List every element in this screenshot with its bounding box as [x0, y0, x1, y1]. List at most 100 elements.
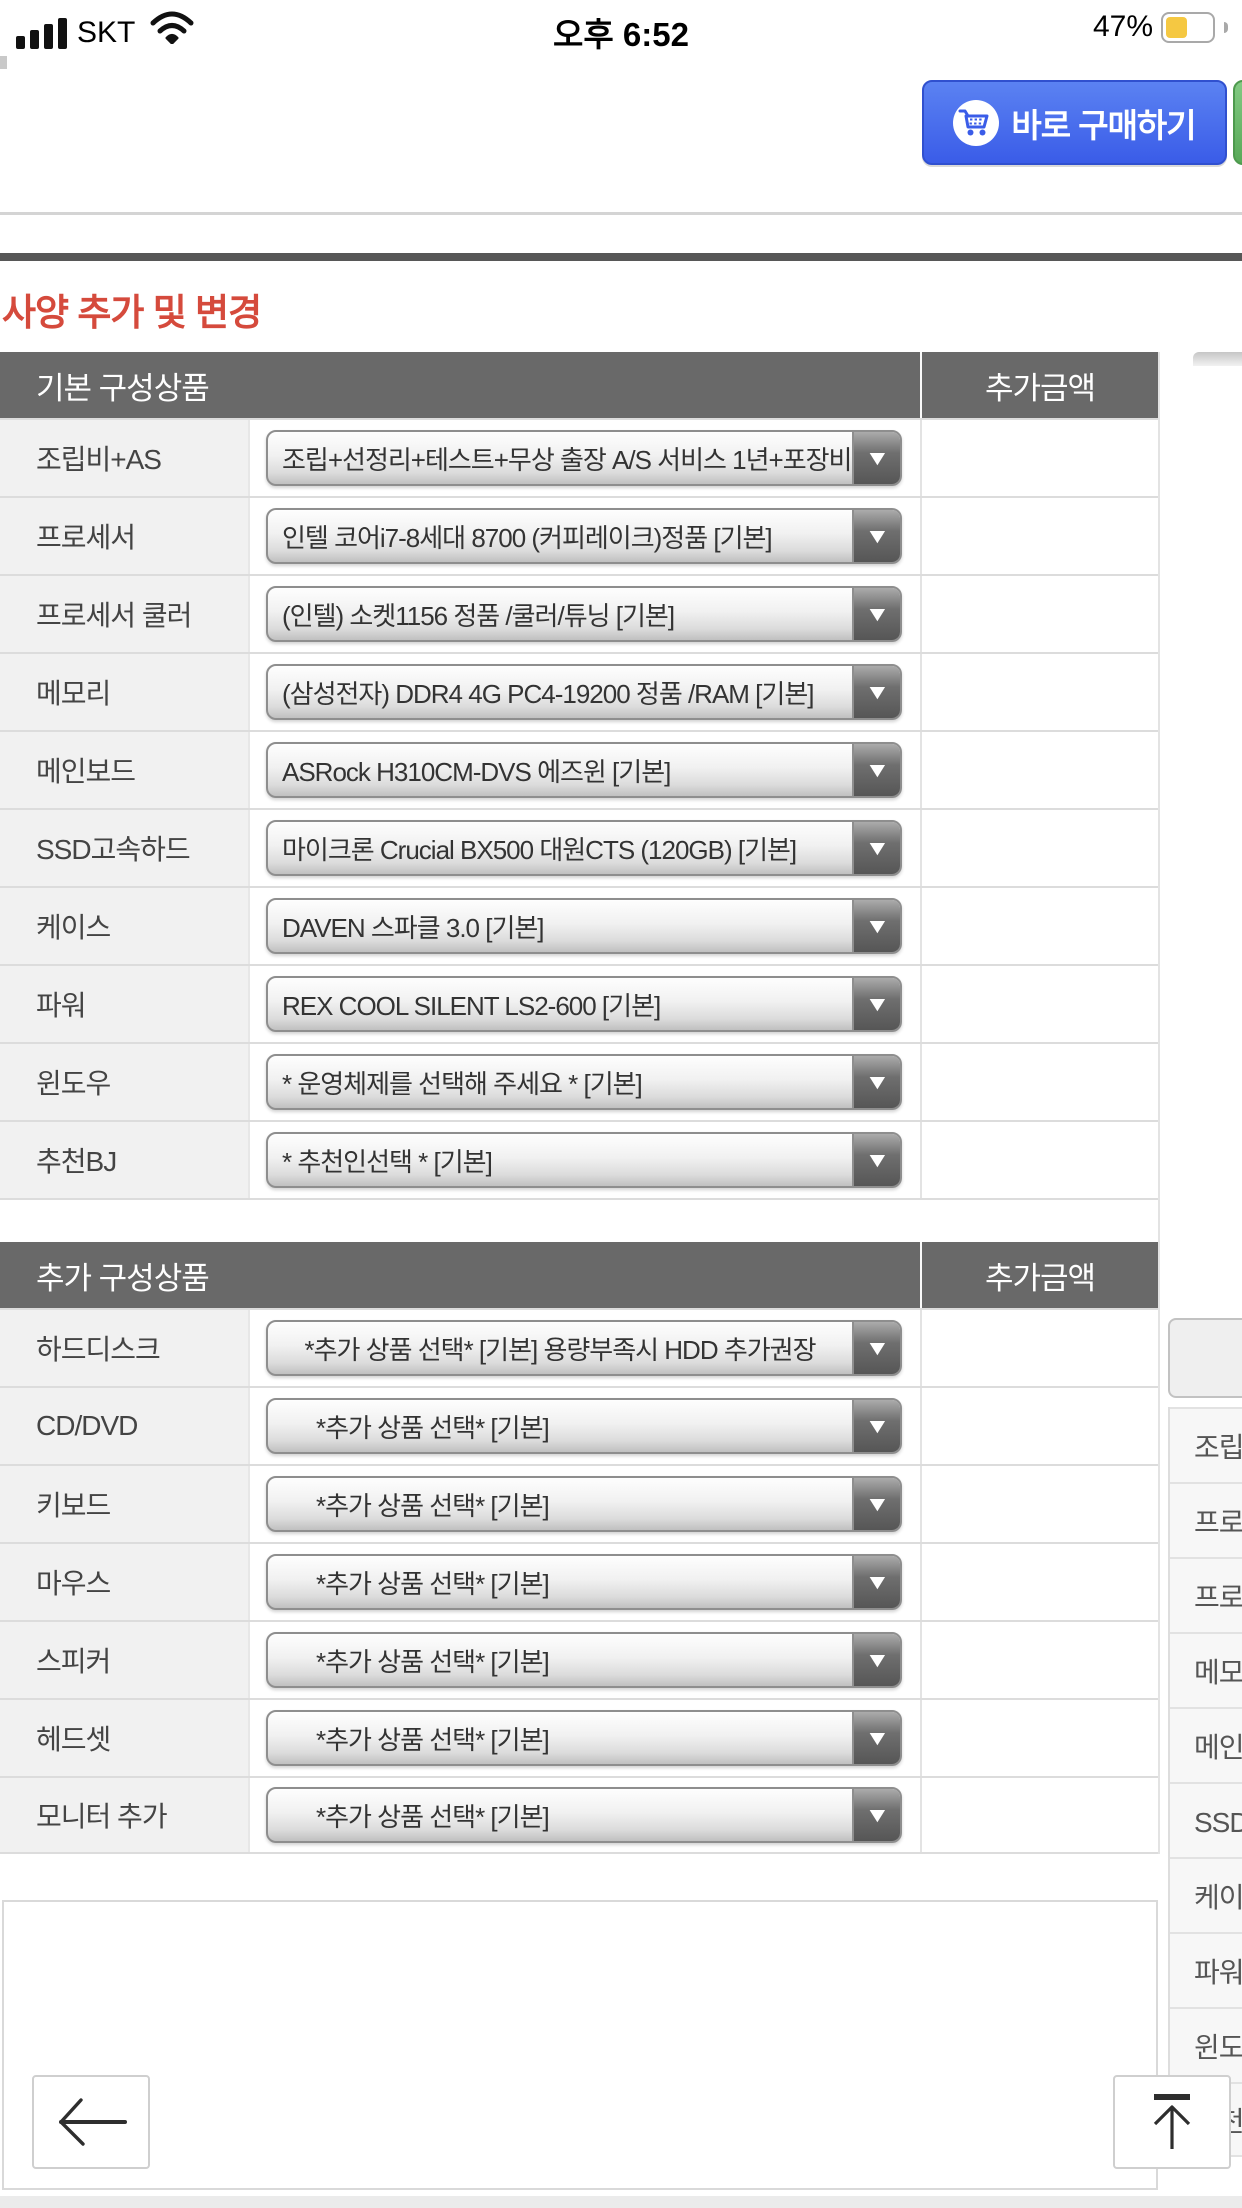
- dropdown-arrow-icon: ▼: [852, 744, 900, 796]
- price-cell: [920, 1778, 1158, 1852]
- price-cell: [920, 1310, 1158, 1386]
- table-row: 추천BJ * 추천인선택 * [기본] ▼: [0, 1120, 1158, 1198]
- table-row: 케이스 DAVEN 스파클 3.0 [기본] ▼: [0, 886, 1158, 964]
- price-cell: [920, 966, 1158, 1042]
- dropdown-arrow-icon: ▼: [852, 1634, 900, 1686]
- mainboard-select[interactable]: ASRock H310CM-DVS 에즈윈 [기본] ▼: [266, 742, 902, 798]
- price-cell: [920, 732, 1158, 808]
- clock: 오후 6:52: [553, 16, 689, 53]
- memory-select[interactable]: (삼성전자) DDR4 4G PC4-19200 정품 /RAM [기본] ▼: [266, 664, 902, 720]
- price-cell: [920, 1388, 1158, 1464]
- status-bar: SKT 오후 6:52 47%: [0, 0, 1242, 54]
- cell-signal-icon: [16, 17, 67, 49]
- row-label: CD/DVD: [0, 1388, 250, 1464]
- dropdown-arrow-icon: ▼: [852, 1056, 900, 1108]
- hdd-select[interactable]: *추가 상품 선택* [기본] 용량부족시 HDD 추가권장 ▼: [266, 1320, 902, 1376]
- row-label: SSD고속하드: [0, 810, 250, 886]
- row-label: 메인보드: [0, 732, 250, 808]
- case-select[interactable]: DAVEN 스파클 3.0 [기본] ▼: [266, 898, 902, 954]
- table-gap: [0, 1198, 1158, 1242]
- table-row: 파워 REX COOL SILENT LS2-600 [기본] ▼: [0, 964, 1158, 1042]
- price-cell: [920, 1622, 1158, 1698]
- dropdown-arrow-icon: ▼: [852, 1478, 900, 1530]
- bottom-strip: [0, 2196, 1242, 2208]
- page-title: 사양 추가 및 변경: [2, 292, 262, 333]
- dropdown-arrow-icon: ▼: [852, 666, 900, 718]
- table-row: 스피커 *추가 상품 선택* [기본] ▼: [0, 1620, 1158, 1698]
- battery-icon: [1161, 11, 1215, 43]
- table-row: SSD고속하드 마이크론 Crucial BX500 대원CTS (120GB)…: [0, 808, 1158, 886]
- row-label: 추천BJ: [0, 1122, 250, 1198]
- empty-content-box: [2, 1900, 1158, 2190]
- table-row: CD/DVD *추가 상품 선택* [기본] ▼: [0, 1386, 1158, 1464]
- table-row: 마우스 *추가 상품 선택* [기본] ▼: [0, 1542, 1158, 1620]
- price-cell: [920, 498, 1158, 574]
- speaker-select[interactable]: *추가 상품 선택* [기본] ▼: [266, 1632, 902, 1688]
- row-label: 스피커: [0, 1622, 250, 1698]
- power-select[interactable]: REX COOL SILENT LS2-600 [기본] ▼: [266, 976, 902, 1032]
- row-label: 프로세: [1170, 1557, 1242, 1632]
- row-label: 케이스: [0, 888, 250, 964]
- monitor-select[interactable]: *추가 상품 선택* [기본] ▼: [266, 1787, 902, 1843]
- windows-select[interactable]: * 운영체제를 선택해 주세요 * [기본] ▼: [266, 1054, 902, 1110]
- dropdown-arrow-icon: ▼: [852, 1556, 900, 1608]
- buy-now-label: 바로 구매하기: [1011, 106, 1196, 144]
- assembly-as-select[interactable]: 조립+선정리+테스트+무상 출장 A/S 서비스 1년+포장비 ▼: [266, 430, 902, 486]
- price-cell: [920, 654, 1158, 730]
- keyboard-select[interactable]: *추가 상품 선택* [기본] ▼: [266, 1476, 902, 1532]
- dropdown-arrow-icon: ▼: [852, 1789, 900, 1841]
- cd-dvd-select[interactable]: *추가 상품 선택* [기본] ▼: [266, 1398, 902, 1454]
- headset-select[interactable]: *추가 상품 선택* [기본] ▼: [266, 1710, 902, 1766]
- price-cell: [920, 1044, 1158, 1120]
- row-label: 파워: [0, 966, 250, 1042]
- row-label: 프로세서: [0, 498, 250, 574]
- dropdown-arrow-icon: ▼: [852, 588, 900, 640]
- row-label: SSD고: [1170, 1782, 1242, 1857]
- row-label: 프로세: [1170, 1482, 1242, 1557]
- section-divider: [0, 253, 1242, 261]
- row-label: 메인보: [1170, 1707, 1242, 1782]
- price-cell: [920, 576, 1158, 652]
- mouse-select[interactable]: *추가 상품 선택* [기본] ▼: [266, 1554, 902, 1610]
- table-row: 프로세서 쿨러 (인텔) 소켓1156 정품 /쿨러/튜닝 [기본] ▼: [0, 574, 1158, 652]
- table-row: 모니터 추가 *추가 상품 선택* [기본] ▼: [0, 1776, 1158, 1854]
- dropdown-arrow-icon: ▼: [852, 978, 900, 1030]
- clipped-right-panel-box: [1168, 1318, 1242, 1398]
- clipped-right-config-table: 조립비 프로세 프로세 메모리 메인보 SSD고 케이스 파워 윈도우 추천B: [1168, 1407, 1242, 2157]
- price-cell: [920, 420, 1158, 496]
- buy-now-button[interactable]: 바로 구매하기: [922, 80, 1227, 165]
- row-label: 윈도우: [0, 1044, 250, 1120]
- row-label: 프로세서 쿨러: [0, 576, 250, 652]
- cpu-cooler-select[interactable]: (인텔) 소켓1156 정품 /쿨러/튜닝 [기본] ▼: [266, 586, 902, 642]
- extra-section-title: 추가 구성상품: [36, 1260, 210, 1296]
- row-label: 메모리: [1170, 1632, 1242, 1707]
- scroll-to-top-button[interactable]: [1113, 2075, 1231, 2169]
- dropdown-arrow-icon: ▼: [852, 1134, 900, 1186]
- clipped-element-sliver: [0, 56, 7, 69]
- row-label: 조립비: [1170, 1407, 1242, 1482]
- price-cell: [920, 1466, 1158, 1542]
- row-label: 모니터 추가: [0, 1778, 250, 1852]
- recommender-select[interactable]: * 추천인선택 * [기본] ▼: [266, 1132, 902, 1188]
- wifi-icon: [149, 10, 195, 49]
- dropdown-arrow-icon: ▼: [852, 432, 900, 484]
- dropdown-arrow-icon: ▼: [852, 510, 900, 562]
- row-label: 파워: [1170, 1932, 1242, 2007]
- back-button[interactable]: [32, 2075, 150, 2169]
- row-label: 하드디스크: [0, 1310, 250, 1386]
- cart-add-button-clipped[interactable]: [1233, 80, 1242, 165]
- ssd-select[interactable]: 마이크론 Crucial BX500 대원CTS (120GB) [기본] ▼: [266, 820, 902, 876]
- row-label: 마우스: [0, 1544, 250, 1620]
- table-row: 메모리 (삼성전자) DDR4 4G PC4-19200 정품 /RAM [기본…: [0, 652, 1158, 730]
- basic-section-header: 기본 구성상품 추가금액: [0, 352, 1158, 418]
- config-table: 기본 구성상품 추가금액 조립비+AS 조립+선정리+테스트+무상 출장 A/S…: [0, 352, 1160, 1854]
- row-label: 조립비+AS: [0, 420, 250, 496]
- price-column-header: 추가금액: [920, 1242, 1158, 1308]
- price-cell: [920, 1544, 1158, 1620]
- processor-select[interactable]: 인텔 코어i7-8세대 8700 (커피레이크)정품 [기본] ▼: [266, 508, 902, 564]
- clipped-right-panel-top: [1193, 352, 1242, 366]
- row-label: 케이스: [1170, 1857, 1242, 1932]
- battery-percent: 47%: [1092, 10, 1153, 43]
- dropdown-arrow-icon: ▼: [852, 822, 900, 874]
